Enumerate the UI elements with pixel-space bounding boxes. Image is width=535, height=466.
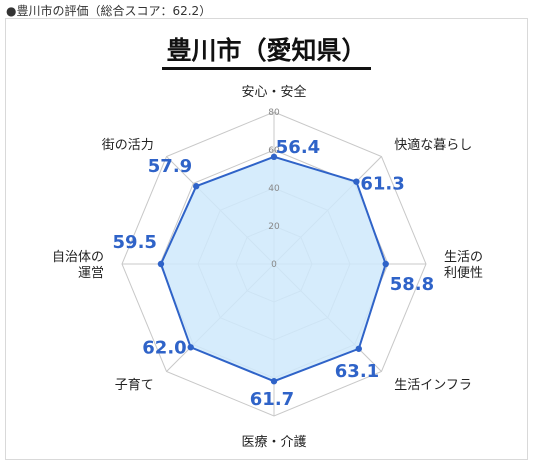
axis-label-1: 快適な暮らし — [394, 137, 472, 153]
tick-label-60: 60 — [268, 146, 280, 156]
value-label-7: 57.9 — [148, 156, 192, 177]
data-point-5 — [187, 344, 194, 351]
chart-title-text: 豊川市（愛知県） — [162, 36, 371, 70]
axis-label-5: 子育て — [115, 377, 154, 393]
data-point-4 — [270, 378, 278, 385]
data-point-1 — [353, 178, 360, 185]
tick-label-20: 20 — [268, 222, 280, 232]
axis-label-4: 医療・介護 — [241, 434, 306, 450]
axis-label-0: 安心・安全 — [241, 84, 306, 100]
axis-label-2-0: 生活の — [444, 250, 483, 265]
radar-chart: 0 20 40 60 80 56.4 61.3 58.8 63.1 61.7 62.0 59.5 57.… — [52, 84, 483, 450]
axis-label-2-1: 利便性 — [444, 266, 483, 281]
tick-label-80: 80 — [268, 108, 280, 118]
value-label-1: 61.3 — [360, 174, 404, 195]
axis-label-6-0: 自治体の — [52, 250, 104, 265]
page-caption: ●豊川市の評価（総合スコア：62.2） — [6, 4, 212, 18]
axis-label-7: 街の活力 — [102, 138, 154, 153]
tick-label-40: 40 — [268, 184, 280, 194]
data-point-2 — [382, 260, 389, 268]
value-label-5: 62.0 — [142, 337, 186, 358]
chart-panel: 豊川市（愛知県） 0 20 40 60 80 56.4 61.3 58.8 63.1 61.7 62… — [5, 18, 528, 460]
value-label-4: 61.7 — [250, 389, 294, 410]
value-label-6: 59.5 — [113, 232, 157, 253]
value-label-2: 58.8 — [390, 274, 434, 295]
axis-label-3: 生活インフラ — [394, 378, 472, 393]
data-point-0 — [270, 153, 278, 161]
value-label-0: 56.4 — [276, 137, 320, 158]
data-point-6 — [157, 260, 165, 268]
chart-title: 豊川市（愛知県） — [6, 31, 527, 70]
data-point-3 — [355, 345, 362, 352]
value-label-3: 63.1 — [335, 361, 379, 382]
axis-label-6-1: 運営 — [78, 266, 104, 281]
tick-label-0: 0 — [271, 260, 277, 270]
data-point-7 — [193, 183, 200, 190]
